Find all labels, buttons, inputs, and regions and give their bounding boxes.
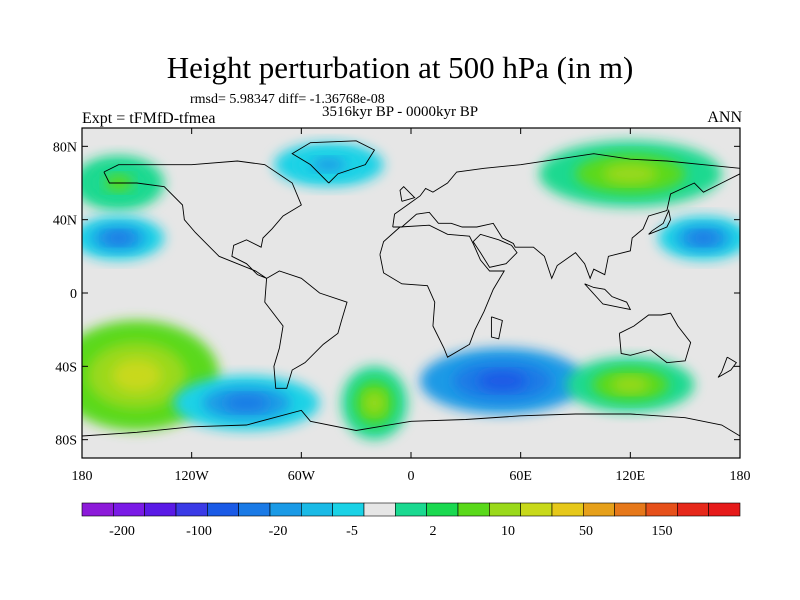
colorbar-label: 150 <box>652 524 673 539</box>
season-label: ANN <box>707 109 742 126</box>
period-label: 3516kyr BP - 0000kyr BP <box>322 104 479 120</box>
lat-tick-label: 0 <box>70 287 77 302</box>
field-contour <box>364 392 385 414</box>
colorbar-swatch <box>520 502 553 517</box>
coastline-greenland <box>291 140 376 184</box>
lat-tick-label: 40S <box>55 360 77 375</box>
colorbar-swatch <box>238 502 271 517</box>
colorbar-label: 50 <box>579 524 593 539</box>
lat-tick-label: 80S <box>55 434 77 449</box>
contour-fields <box>82 140 740 440</box>
coastlines <box>82 140 740 437</box>
coastline-madagascar <box>490 316 503 340</box>
coastline-south-america <box>264 270 348 389</box>
coastline-japan <box>648 208 672 235</box>
colorbar-swatch <box>677 502 709 517</box>
colorbar-label: -100 <box>186 524 212 539</box>
colorbar-swatch <box>301 502 333 517</box>
lon-tick-label: 120W <box>175 469 210 484</box>
colorbar-label: 10 <box>501 524 515 539</box>
colorbar-label: -20 <box>269 524 288 539</box>
field-contour <box>611 376 650 393</box>
field-contour <box>477 371 528 391</box>
field-contour <box>112 359 162 392</box>
colorbar-swatch <box>144 502 177 517</box>
field-south-atlantic-low <box>173 375 320 431</box>
colorbar-swatch <box>113 502 145 517</box>
colorbar-label: -200 <box>109 524 135 539</box>
colorbar-label: -5 <box>346 524 358 539</box>
colorbar: -200 -100 -20 -5 2 10 50 150 <box>81 502 741 539</box>
field-south-australia-high <box>566 357 695 413</box>
field-west-pacific-low <box>657 216 740 260</box>
field-south-atlantic-high <box>341 366 408 440</box>
lon-tick-label: 180 <box>72 469 93 484</box>
coastline-antarctica <box>82 409 740 437</box>
lon-tick-label: 0 <box>408 469 415 484</box>
coastline-africa <box>379 224 506 358</box>
field-east-pacific-low <box>82 216 165 260</box>
field-contour <box>602 163 658 184</box>
lon-tick-label: 60W <box>288 469 316 484</box>
coastline-new-zealand <box>717 356 738 378</box>
colorbar-swatch <box>614 502 647 517</box>
field-siberia-high <box>538 140 722 207</box>
colorbar-swatch <box>457 502 490 517</box>
coastline-australia <box>618 312 692 364</box>
colorbar-swatch <box>363 502 396 517</box>
lon-tick-label: 60E <box>509 469 532 484</box>
field-contour <box>104 231 133 245</box>
coastline-arabia <box>472 233 518 268</box>
lat-tick-label: 80N <box>53 140 77 155</box>
colorbar-swatch <box>269 502 302 517</box>
field-north-atlantic-low <box>273 142 384 187</box>
field-contour <box>312 158 346 172</box>
colorbar-label: 2 <box>430 524 437 539</box>
lat-tick-label: 40N <box>53 214 77 229</box>
colorbar-swatch <box>708 502 741 517</box>
lon-tick-label: 120E <box>616 469 646 484</box>
plot-title: Height perturbation at 500 hPa (in m) <box>166 50 634 85</box>
colorbar-swatch <box>489 502 521 517</box>
field-contour <box>689 231 718 245</box>
colorbar-swatch <box>426 502 459 517</box>
coastline-british-isles <box>399 186 416 202</box>
colorbar-swatch <box>551 502 584 517</box>
coastline-eurasia <box>392 153 740 280</box>
lon-tick-label: 180 <box>730 469 751 484</box>
field-south-indian-low <box>420 348 585 414</box>
experiment-label: Expt = tFMfD-tfmea <box>82 110 216 127</box>
field-contour <box>224 394 269 412</box>
colorbar-swatch <box>332 502 365 517</box>
colorbar-swatch <box>645 502 678 517</box>
colorbar-swatch <box>395 502 427 517</box>
colorbar-swatch <box>207 502 239 517</box>
colorbar-swatch <box>175 502 208 517</box>
coastline-north-america <box>103 160 302 279</box>
colorbar-swatch <box>583 502 615 517</box>
colorbar-swatch <box>81 502 114 517</box>
axis-ticks: 80N 40N 0 40S 80S 180 120W 60W 0 60E 120E 180 <box>53 128 751 484</box>
rmsd-diff-stats: rmsd= 5.98347 diff= -1.36768e-08 <box>190 92 385 107</box>
coastline-indonesia <box>584 283 632 311</box>
